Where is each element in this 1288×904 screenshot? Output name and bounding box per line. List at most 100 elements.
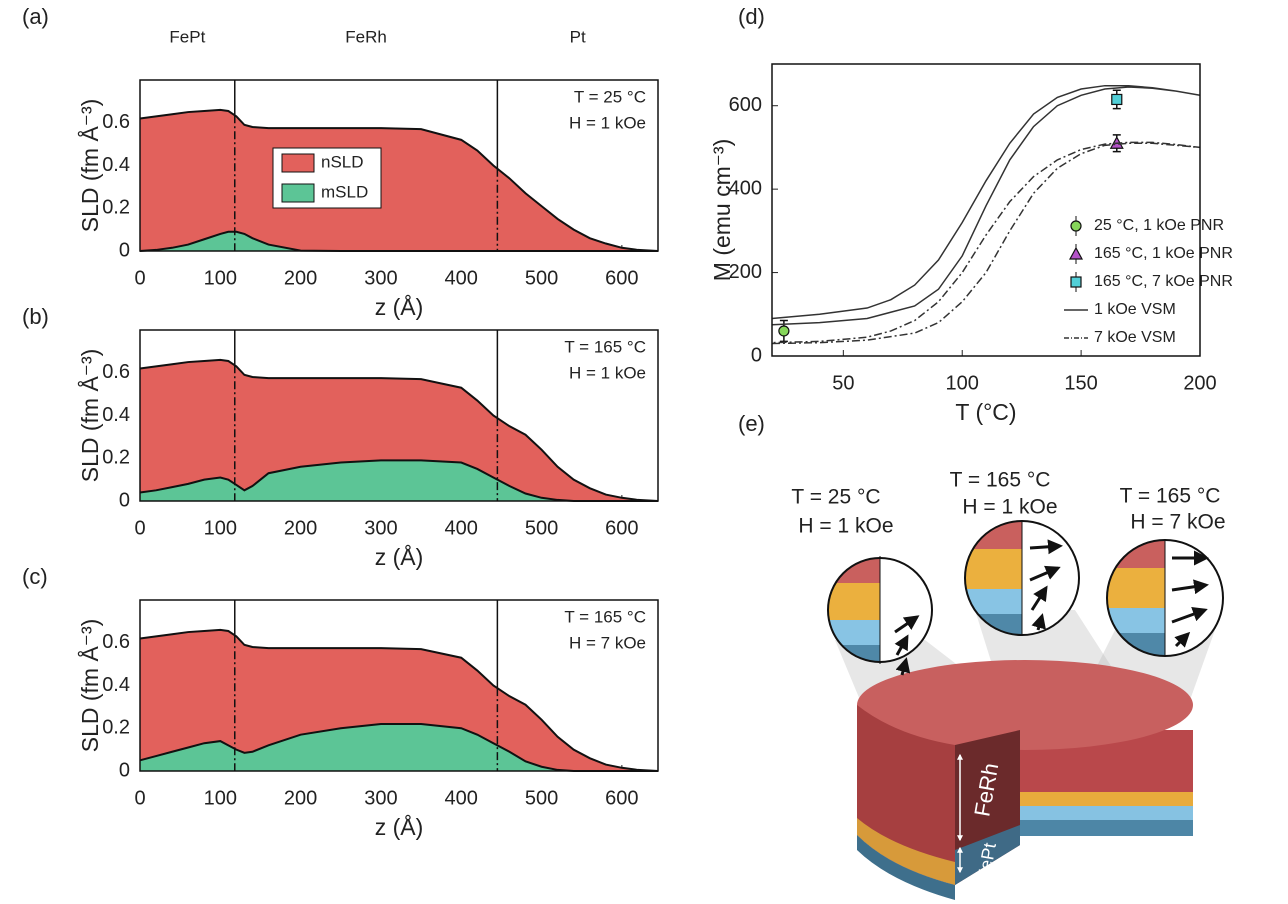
y-tick-label: 200 (729, 261, 762, 283)
legend-label: 165 °C, 7 kOe PNR (1094, 273, 1233, 290)
y-tick-label: 0.6 (102, 361, 130, 383)
x-tick-label: 0 (134, 787, 145, 809)
x-tick-label: 100 (946, 372, 979, 394)
inset-title: H = 1 kOe (962, 496, 1057, 519)
legend-label: nSLD (321, 152, 364, 171)
area (140, 460, 658, 501)
x-tick-label: 400 (445, 787, 478, 809)
layer (857, 835, 955, 900)
area-outline (139, 628, 659, 772)
y-tick-label: 0 (751, 344, 762, 366)
y-tick-label: 0.6 (102, 631, 130, 653)
annotation: T = 25 °C (574, 87, 646, 106)
x-tick-label: 200 (284, 787, 317, 809)
y-axis-label: SLD (fm Å⁻³) (76, 619, 103, 753)
annotation: T = 165 °C (564, 607, 646, 626)
layer (1020, 820, 1193, 836)
x-tick-label: 100 (204, 517, 237, 539)
annotation: H = 1 kOe (569, 113, 646, 132)
layer (857, 818, 955, 885)
x-axis-label: z (Å) (375, 813, 424, 840)
legend-label: mSLD (321, 182, 368, 201)
x-tick-label: 300 (364, 517, 397, 539)
marker (778, 325, 790, 337)
inset-title: T = 25 °C (791, 486, 880, 509)
x-axis-label: z (Å) (375, 293, 424, 320)
moments (894, 615, 920, 676)
layer (1020, 806, 1193, 820)
line (771, 141, 1201, 345)
y-tick-label: 400 (729, 177, 762, 199)
panel-label: (c) (22, 564, 48, 589)
panel-label: (e) (738, 411, 765, 436)
x-tick-label: 200 (1183, 372, 1216, 394)
plot-frame (139, 599, 659, 772)
x-tick-label: 300 (364, 787, 397, 809)
region-label: FeRh (345, 27, 387, 46)
panel: (b) 0 100 200 300 400 500 600 0 0.2 0.4 0.6 z (Å) SLD… (22, 304, 659, 570)
x-axis-label: T (°C) (955, 399, 1016, 425)
panel-e: (e) FeRh FePt T = 25 °C H = 1 kOe (738, 411, 1226, 900)
x-tick-label: 600 (605, 517, 638, 539)
y-tick-label: 0.4 (102, 404, 130, 426)
area (140, 231, 658, 251)
legend-swatch (281, 183, 315, 203)
y-axis-label: M (emu cm⁻³) (709, 139, 735, 281)
plot-frame (139, 329, 659, 502)
x-tick-label: 0 (134, 517, 145, 539)
moments (1171, 550, 1209, 648)
x-tick-label: 100 (204, 267, 237, 289)
y-axis-label: SLD (fm Å⁻³) (76, 99, 103, 233)
y-tick-label: 0.2 (102, 197, 130, 219)
x-tick-label: 200 (284, 267, 317, 289)
region-label: Pt (570, 27, 586, 46)
x-tick-label: 0 (134, 267, 145, 289)
y-tick-label: 0 (119, 489, 130, 511)
x-tick-label: 400 (445, 517, 478, 539)
annotation: H = 1 kOe (569, 363, 646, 382)
cylinder-top (857, 660, 1193, 750)
inset-title: T = 165 °C (950, 469, 1051, 492)
panel: (a) 0 100 200 300 400 500 600 0 0.2 0.4 0.6 z (Å) SLD… (22, 4, 659, 320)
marker (1068, 246, 1084, 260)
inset-title: T = 165 °C (1120, 485, 1221, 508)
annotation: H = 7 kOe (569, 633, 646, 652)
x-tick-label: 600 (605, 267, 638, 289)
x-tick-label: 600 (605, 787, 638, 809)
legend-label: 7 kOe VSM (1094, 329, 1176, 346)
x-tick-label: 500 (525, 517, 558, 539)
area (140, 629, 658, 771)
x-tick-label: 300 (364, 267, 397, 289)
inset-title: H = 7 kOe (1130, 511, 1225, 534)
panel-label: (a) (22, 4, 49, 29)
annotation: T = 165 °C (564, 337, 646, 356)
y-tick-label: 0 (119, 239, 130, 261)
x-tick-label: 100 (204, 787, 237, 809)
y-tick-label: 600 (729, 94, 762, 116)
inset-title: H = 1 kOe (798, 515, 893, 538)
legend-label: 165 °C, 1 kOe PNR (1094, 245, 1233, 262)
area (140, 359, 658, 501)
y-tick-label: 0.4 (102, 154, 130, 176)
y-axis-label: SLD (fm Å⁻³) (76, 349, 103, 483)
marker (1070, 276, 1082, 288)
moments (1029, 539, 1063, 631)
x-axis-label: z (Å) (375, 543, 424, 570)
panel-label: (b) (22, 304, 49, 329)
area-outline (139, 358, 659, 502)
panel: (c) 0 100 200 300 400 500 600 0 0.2 0.4 0.6 z (Å) SLD… (22, 564, 659, 840)
region-label: FePt (169, 27, 205, 46)
area (140, 723, 658, 771)
legend-label: 1 kOe VSM (1094, 301, 1176, 318)
plot-frame (139, 79, 659, 252)
y-tick-label: 0.6 (102, 111, 130, 133)
y-tick-label: 0.2 (102, 447, 130, 469)
y-tick-label: 0.4 (102, 674, 130, 696)
layer (1020, 792, 1193, 806)
legend-swatch (281, 153, 315, 173)
x-tick-label: 500 (525, 267, 558, 289)
legend-label: 25 °C, 1 kOe PNR (1094, 217, 1224, 234)
x-tick-label: 150 (1064, 372, 1097, 394)
x-tick-label: 500 (525, 787, 558, 809)
